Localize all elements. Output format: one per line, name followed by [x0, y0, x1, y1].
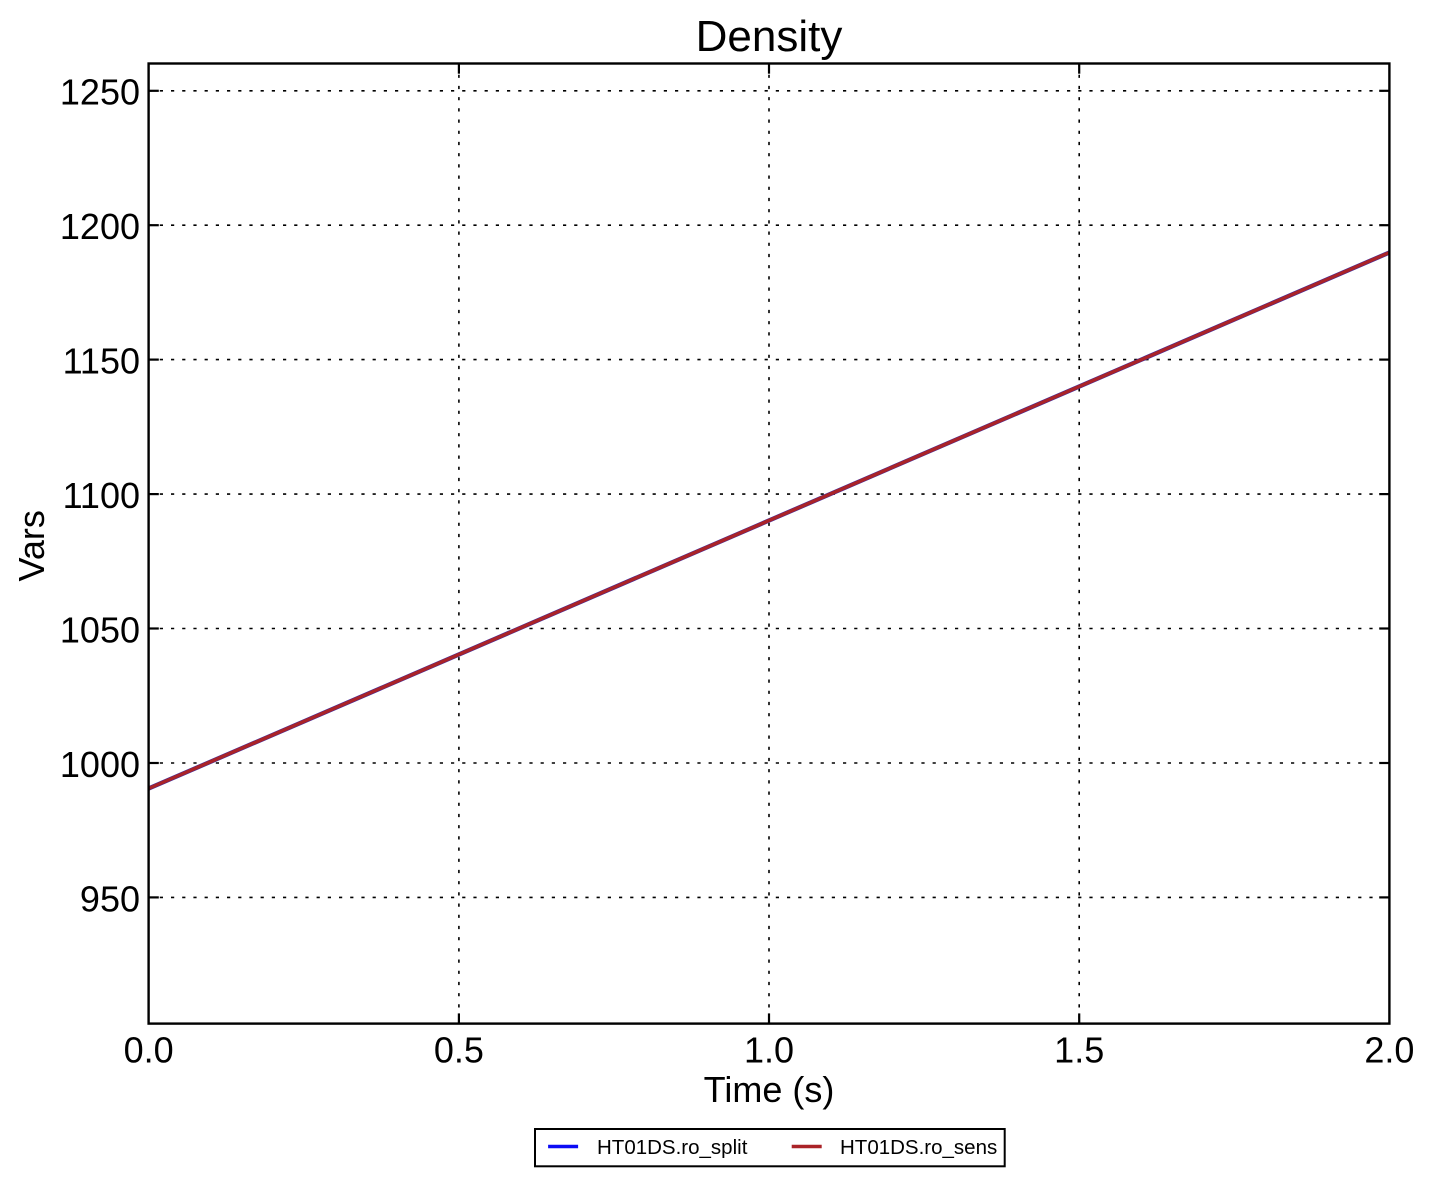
svg-text:0.5: 0.5: [434, 1030, 484, 1071]
svg-text:1.5: 1.5: [1054, 1030, 1104, 1071]
svg-text:HT01DS.ro_sens: HT01DS.ro_sens: [840, 1136, 997, 1159]
svg-text:HT01DS.ro_split: HT01DS.ro_split: [597, 1136, 748, 1159]
svg-text:2.0: 2.0: [1364, 1030, 1414, 1071]
svg-text:1000: 1000: [60, 744, 140, 785]
svg-text:1.0: 1.0: [744, 1030, 794, 1071]
svg-text:1050: 1050: [60, 609, 140, 650]
svg-text:Vars: Vars: [11, 510, 52, 581]
svg-text:1200: 1200: [60, 206, 140, 247]
svg-text:1250: 1250: [60, 72, 140, 113]
svg-text:0.0: 0.0: [124, 1030, 174, 1071]
svg-text:1150: 1150: [63, 341, 140, 382]
svg-text:950: 950: [80, 878, 140, 919]
svg-text:1100: 1100: [63, 475, 140, 516]
svg-text:Density: Density: [696, 12, 843, 61]
svg-text:Time (s): Time (s): [704, 1069, 835, 1110]
